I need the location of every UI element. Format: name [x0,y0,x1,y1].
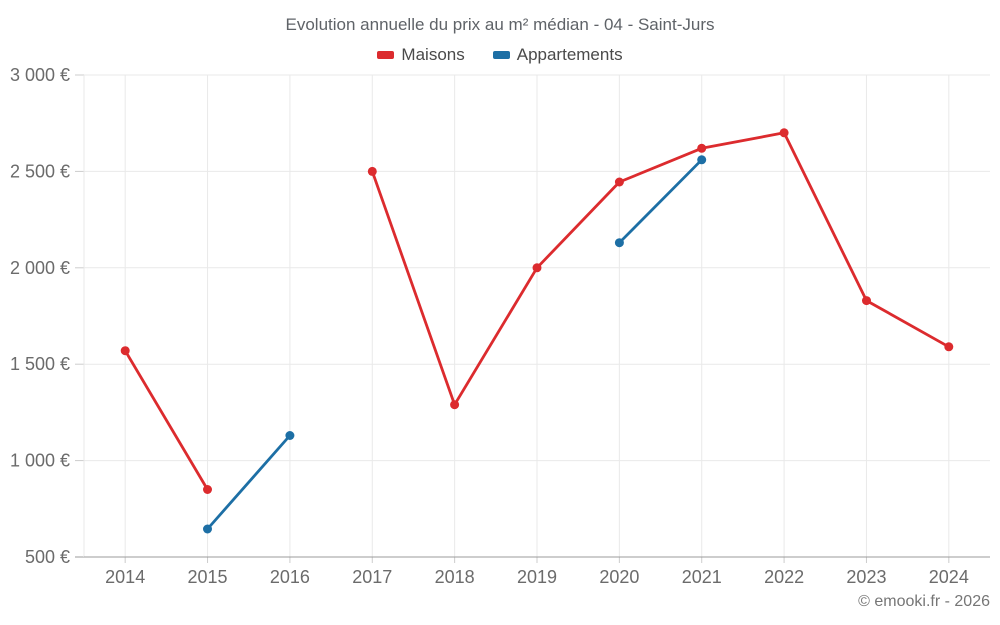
x-axis-label: 2022 [764,567,804,587]
maisons-line [123,131,951,491]
credits-link[interactable]: © emooki.fr - 2026 [858,593,990,610]
x-axis-label: 2019 [517,567,557,587]
y-axis-label: 3 000 € [10,65,70,85]
maisons-point-2019[interactable] [532,263,542,273]
appartements-series-swatch-icon [492,51,510,59]
maisons-series-swatch-icon [377,51,395,59]
appartements-point-2016[interactable] [285,431,295,440]
x-axis-label: 2021 [682,567,722,587]
maisons-point-2014[interactable] [120,346,130,356]
maisons-point-2022[interactable] [779,128,789,138]
maisons-point-2018[interactable] [450,400,460,410]
appartements-point-2020[interactable] [614,238,624,248]
x-axis-label: 2017 [352,567,392,587]
x-axis-label: 2015 [188,567,228,587]
legend-item-maisons[interactable]: Maisons [377,45,465,65]
x-axis-label: 2018 [435,567,475,587]
y-axis-label: 1 500 € [10,354,70,374]
y-axis-label: 2 000 € [10,258,70,278]
x-axis-label: 2016 [270,567,310,587]
legend-item-appartements[interactable]: Appartements [492,45,623,65]
maisons-point-2021[interactable] [697,143,707,153]
maisons-point-2020[interactable] [614,177,624,187]
x-axis-label: 2024 [929,567,969,587]
maisons-point-2024[interactable] [944,342,954,352]
appartements-point-2021[interactable] [697,155,707,165]
maisons-point-2017[interactable] [367,166,377,176]
x-axis-label: 2020 [599,567,639,587]
maisons-point-2015[interactable] [203,485,212,494]
legend: Maisons Appartements [0,45,1000,65]
appartements-point-2015[interactable] [203,524,212,534]
maisons-point-2023[interactable] [862,296,871,306]
y-axis-label: 2 500 € [10,161,70,181]
y-axis-label: 1 000 € [10,451,70,471]
x-axis-label: 2014 [105,567,145,587]
x-axis-label: 2023 [846,567,886,587]
legend-label-appartements: Appartements [516,45,623,64]
appartements-line [206,158,704,531]
legend-label-maisons: Maisons [401,45,465,64]
chart-title: Evolution annuelle du prix au m² médian … [285,15,715,34]
y-axis-label: 500 € [25,547,70,567]
